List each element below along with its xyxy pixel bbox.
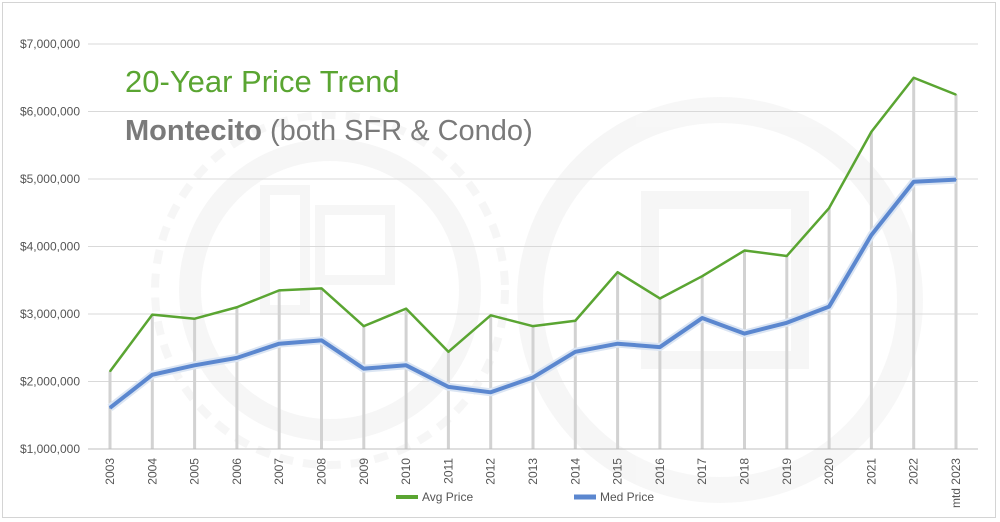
x-tick-label: 2021 bbox=[864, 458, 878, 485]
legend: Avg Price Med Price bbox=[396, 490, 654, 504]
avg-price-point bbox=[574, 319, 577, 322]
legend-label-avg: Avg Price bbox=[422, 490, 473, 504]
avg-price-point bbox=[405, 307, 407, 310]
med-price-point bbox=[955, 178, 957, 181]
y-axis: $1,000,000 $2,000,000 $3,000,000 $4,000,000… bbox=[20, 37, 80, 456]
med-price-point bbox=[532, 376, 534, 379]
x-tick-label: 2009 bbox=[357, 458, 371, 485]
series-layer bbox=[107, 76, 957, 411]
med-price-point bbox=[320, 339, 323, 342]
x-tick-label: 2004 bbox=[145, 458, 159, 485]
avg-price-point bbox=[659, 297, 661, 300]
x-tick-label: 2022 bbox=[907, 458, 921, 485]
avg-price-point bbox=[616, 271, 619, 273]
med-price-point bbox=[405, 364, 407, 367]
avg-price-point bbox=[828, 207, 830, 209]
avg-price-point bbox=[489, 314, 492, 317]
chart-title: 20-Year Price Trend bbox=[125, 64, 400, 99]
x-tick-label: 2017 bbox=[695, 458, 709, 485]
avg-price-point bbox=[701, 275, 703, 278]
med-price-point bbox=[616, 342, 619, 345]
med-price-point bbox=[151, 373, 154, 376]
med-price-point bbox=[870, 234, 873, 236]
avg-price-point bbox=[532, 325, 534, 327]
y-tick-label: $7,000,000 bbox=[20, 37, 80, 51]
med-price-point bbox=[109, 407, 111, 409]
med-price-point bbox=[701, 317, 703, 319]
watermark-logo bbox=[151, 97, 923, 503]
avg-price-point bbox=[786, 255, 788, 257]
x-tick-label: 2013 bbox=[526, 458, 540, 485]
y-tick-label: $1,000,000 bbox=[20, 442, 80, 456]
med-price-point bbox=[363, 367, 365, 370]
med-price-point bbox=[659, 346, 661, 348]
med-price-point bbox=[193, 364, 196, 367]
x-tick-label: 2012 bbox=[484, 458, 498, 485]
y-tick-label: $4,000,000 bbox=[20, 240, 80, 254]
avg-price-point bbox=[236, 306, 238, 309]
x-tick-label: 2003 bbox=[103, 458, 117, 485]
med-price-point bbox=[489, 391, 492, 394]
avg-price-point bbox=[870, 130, 873, 133]
med-price-point bbox=[447, 386, 450, 388]
y-tick-label: $3,000,000 bbox=[20, 307, 80, 321]
med-price-point bbox=[278, 342, 281, 345]
x-tick-label: 2011 bbox=[441, 458, 455, 484]
med-price-point bbox=[912, 180, 915, 183]
x-tick-label: 2016 bbox=[653, 458, 667, 485]
avg-price-point bbox=[912, 76, 915, 79]
x-axis: 2003 2004 2005 2006 2007 2008 2009 2010 2011 2012… bbox=[88, 448, 978, 508]
avg-price-point bbox=[363, 325, 365, 327]
drop-lines bbox=[108, 77, 958, 449]
med-price-point bbox=[574, 351, 577, 353]
x-tick-label: 2006 bbox=[230, 458, 244, 485]
med-price-point bbox=[828, 305, 830, 308]
x-tick-label: 2005 bbox=[188, 458, 202, 485]
y-tick-label: $2,000,000 bbox=[20, 375, 80, 389]
avg-price-point bbox=[151, 313, 154, 316]
avg-price-point bbox=[955, 93, 957, 96]
med-price-point bbox=[743, 332, 746, 335]
chart-subtitle: Montecito (both SFR & Condo) bbox=[125, 115, 533, 147]
avg-price-point bbox=[447, 351, 450, 353]
avg-price-point bbox=[278, 289, 281, 292]
x-tick-label: 2010 bbox=[399, 458, 413, 485]
x-tick-label: 2014 bbox=[568, 458, 582, 485]
x-tick-label: mtd 2023 bbox=[949, 458, 963, 508]
x-tick-label: 2008 bbox=[315, 458, 329, 485]
x-tick-label: 2019 bbox=[780, 458, 794, 485]
x-tick-label: 2020 bbox=[822, 458, 836, 485]
avg-price-point bbox=[109, 370, 111, 373]
y-tick-label: $6,000,000 bbox=[20, 105, 80, 119]
x-tick-label: 2015 bbox=[611, 458, 625, 485]
avg-price-point bbox=[320, 287, 323, 290]
avg-price-point bbox=[193, 317, 196, 320]
x-tick-label: 2018 bbox=[738, 458, 752, 485]
avg-price-point bbox=[743, 249, 746, 252]
med-price-point bbox=[236, 357, 238, 359]
x-tick-label: 2007 bbox=[272, 458, 286, 485]
legend-label-med: Med Price bbox=[600, 490, 654, 504]
y-tick-label: $5,000,000 bbox=[20, 172, 80, 186]
med-price-point bbox=[786, 321, 788, 324]
